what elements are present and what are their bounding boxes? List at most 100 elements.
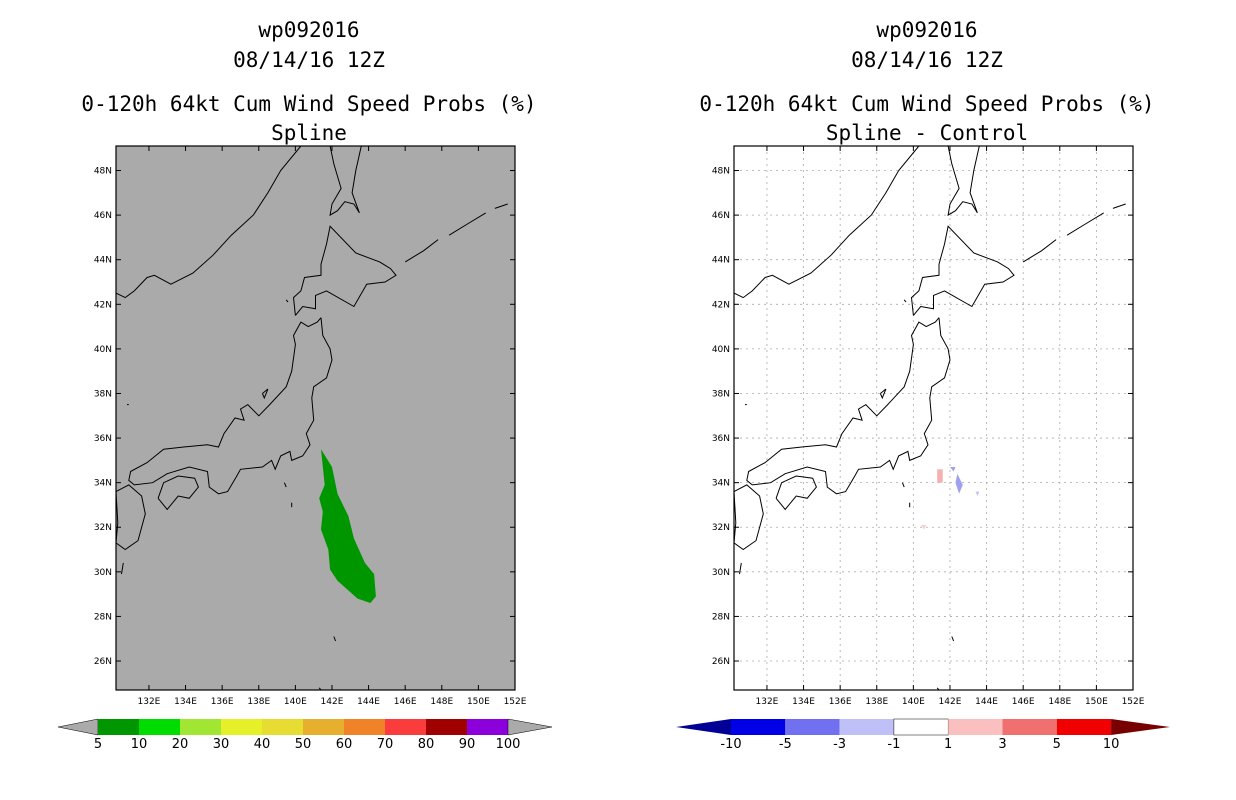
probability-area-5-10 bbox=[319, 449, 376, 603]
right-map-panel: wp092016 08/14/16 12Z 0-120h 64kt Cum Wi… bbox=[618, 0, 1236, 800]
longitude-label: 132E bbox=[138, 697, 161, 707]
coastline bbox=[404, 239, 439, 263]
longitude-label: 134E bbox=[174, 697, 197, 707]
latitude-label: 28N bbox=[94, 612, 112, 622]
longitude-label: 142E bbox=[939, 697, 962, 707]
negative-difference-area bbox=[955, 473, 963, 494]
longitude-label: 138E bbox=[247, 697, 270, 707]
longitude-label: 148E bbox=[1048, 697, 1071, 707]
colorbar-label: 3 bbox=[998, 737, 1006, 752]
latitude-label: 34N bbox=[712, 479, 730, 489]
colorbar-label: 60 bbox=[336, 737, 353, 752]
coastline bbox=[1022, 239, 1057, 263]
colorbar-swatch bbox=[467, 719, 508, 735]
colorbar-label: 20 bbox=[172, 737, 189, 752]
latitude-label: 32N bbox=[94, 523, 112, 533]
colorbar-swatch bbox=[948, 719, 1003, 735]
product-title: 0-120h 64kt Cum Wind Speed Probs (%) bbox=[699, 92, 1155, 116]
coastline bbox=[903, 299, 907, 303]
colorbar-high-end bbox=[1111, 719, 1170, 735]
coastline bbox=[1066, 212, 1104, 236]
colorbar-swatch bbox=[385, 719, 426, 735]
latitude-label: 38N bbox=[712, 389, 730, 399]
date-title: 08/14/16 12Z bbox=[851, 48, 1003, 72]
difference-map: 48N 46N 44N 42N 40N 38N 36N 34N 32N 30N 28N 26N 132E… bbox=[676, 145, 1170, 752]
coastline bbox=[775, 475, 817, 511]
coastline bbox=[901, 482, 905, 488]
longitude-label: 150E bbox=[1085, 697, 1108, 707]
coastline bbox=[329, 145, 362, 217]
colorbar-label: -1 bbox=[887, 737, 900, 752]
longitude-label: 136E bbox=[829, 697, 852, 707]
map-background bbox=[116, 146, 515, 690]
colorbar-label: -10 bbox=[720, 737, 741, 752]
coastline bbox=[746, 317, 951, 495]
colorbar-label: 5 bbox=[94, 737, 102, 752]
colorbar-label: -3 bbox=[833, 737, 846, 752]
colorbar-swatch bbox=[221, 719, 262, 735]
colorbar-swatch bbox=[839, 719, 894, 735]
positive-difference-area bbox=[937, 469, 943, 483]
latitude-label: 34N bbox=[94, 479, 112, 489]
coastline bbox=[115, 145, 302, 299]
latitude-label: 46N bbox=[712, 211, 730, 221]
negative-difference-area bbox=[975, 491, 980, 496]
colorbar-label: 70 bbox=[377, 737, 394, 752]
colorbar-swatch bbox=[426, 719, 467, 735]
latitude-label: 42N bbox=[94, 300, 112, 310]
coastline bbox=[121, 562, 124, 575]
product-title: 0-120h 64kt Cum Wind Speed Probs (%) bbox=[81, 92, 537, 116]
colorbar-swatch bbox=[893, 718, 949, 736]
probability-map: 48N 46N 44N 42N 40N 38N 36N 34N 32N 30N 28N 26N 132E… bbox=[57, 145, 553, 752]
map-background bbox=[734, 146, 1133, 690]
longitude-label: 132E bbox=[756, 697, 779, 707]
longitude-label: 152E bbox=[1122, 697, 1145, 707]
latitude-label: 44N bbox=[94, 256, 112, 266]
coastline bbox=[951, 636, 955, 642]
longitude-label: 140E bbox=[284, 697, 307, 707]
longitude-label: 146E bbox=[394, 697, 417, 707]
coastline bbox=[261, 388, 269, 400]
latitude-label: 28N bbox=[712, 612, 730, 622]
storm-id-title: wp092016 bbox=[876, 18, 978, 42]
colorbar-swatch bbox=[139, 719, 180, 735]
coastline bbox=[285, 299, 289, 303]
colorbar-swatch bbox=[303, 719, 344, 735]
colorbar-label: 80 bbox=[418, 737, 435, 752]
colorbar-label: 5 bbox=[1053, 737, 1061, 752]
map-frame bbox=[733, 145, 1134, 691]
colorbar-label: 50 bbox=[295, 737, 312, 752]
latitude-label: 36N bbox=[94, 434, 112, 444]
date-title: 08/14/16 12Z bbox=[233, 48, 385, 72]
colorbar-swatch bbox=[1002, 719, 1057, 735]
coastline bbox=[115, 484, 146, 551]
panel-subtitle: Spline bbox=[271, 121, 347, 145]
longitude-label: 148E bbox=[430, 697, 453, 707]
colorbar-high-end bbox=[507, 718, 553, 736]
left-map-panel: wp092016 08/14/16 12Z 0-120h 64kt Cum Wi… bbox=[57, 18, 553, 752]
colorbar-label: 100 bbox=[496, 737, 521, 752]
negative-difference-area bbox=[950, 467, 956, 472]
coastline bbox=[1112, 203, 1126, 209]
latitude-label: 30N bbox=[94, 568, 112, 578]
storm-id-title: wp092016 bbox=[258, 18, 360, 42]
latitude-label: 40N bbox=[712, 345, 730, 355]
latitude-label: 40N bbox=[94, 345, 112, 355]
coastline bbox=[733, 145, 920, 299]
longitude-label: 142E bbox=[321, 697, 344, 707]
longitude-label: 140E bbox=[902, 697, 925, 707]
positive-difference-area bbox=[920, 525, 927, 530]
colorbar-label: 10 bbox=[1103, 737, 1120, 752]
colorbar-label: -5 bbox=[779, 737, 792, 752]
coastline bbox=[947, 145, 980, 217]
coastline bbox=[448, 212, 486, 236]
longitude-label: 146E bbox=[1012, 697, 1035, 707]
colorbar-swatch bbox=[344, 719, 385, 735]
coastline bbox=[733, 484, 764, 551]
map-frame bbox=[115, 145, 516, 691]
coastline bbox=[157, 475, 199, 511]
colorbar-swatch bbox=[262, 719, 303, 735]
latitude-label: 26N bbox=[712, 657, 730, 667]
latitude-label: 36N bbox=[712, 434, 730, 444]
coastline bbox=[910, 225, 1015, 316]
